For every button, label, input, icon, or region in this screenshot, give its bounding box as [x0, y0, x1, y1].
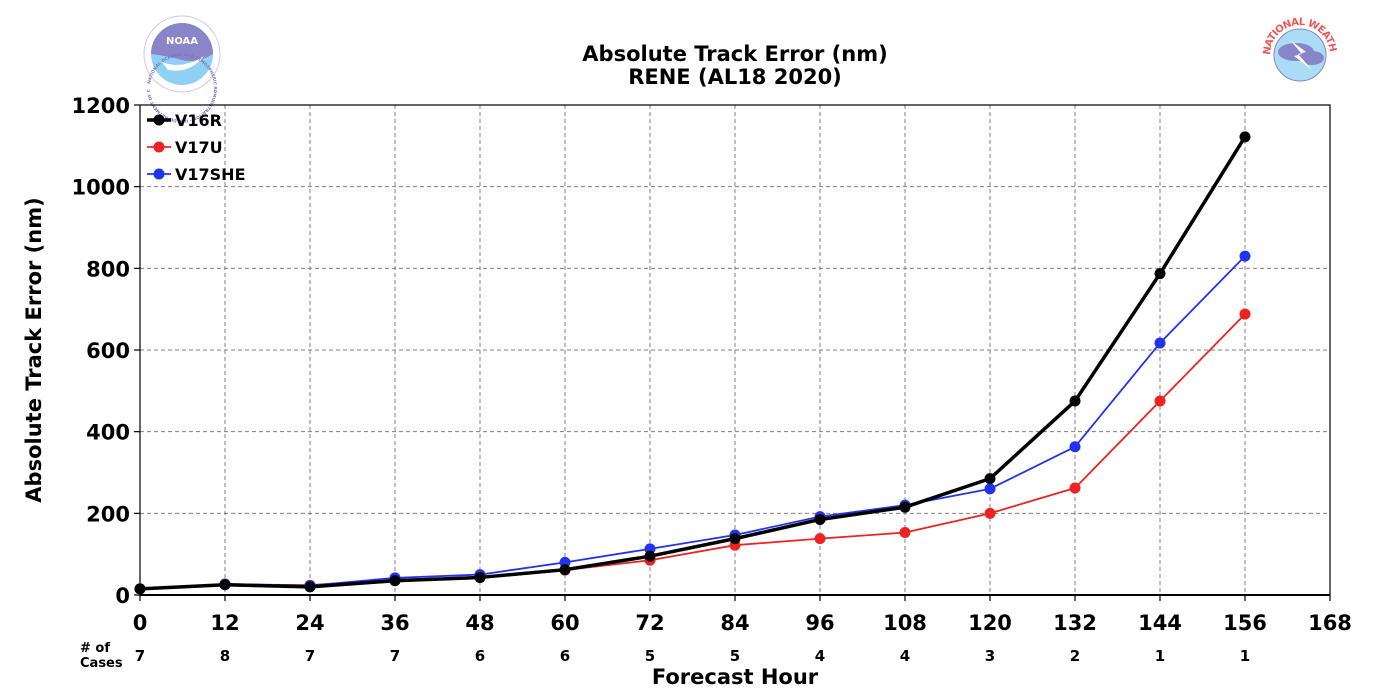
legend-marker-v17she — [153, 168, 165, 180]
x-tick-label: 72 — [635, 611, 664, 635]
x-tick-label: 132 — [1053, 611, 1097, 635]
chart-subtitle: RENE (AL18 2020) — [628, 65, 842, 89]
data-point-v16r — [729, 533, 741, 545]
x-tick-label: 96 — [805, 611, 834, 635]
data-point-v17u — [899, 527, 911, 539]
x-tick-label: 108 — [883, 611, 927, 635]
data-point-v16r — [134, 583, 146, 595]
cases-count: 4 — [900, 647, 910, 665]
y-tick-label: 800 — [86, 257, 130, 281]
cases-header: Cases — [80, 656, 123, 671]
y-tick-labels: 0 200 400 600 800 1000 1200 — [72, 94, 140, 608]
legend: V16R V17U V17SHE — [147, 111, 246, 184]
data-point-v17u — [984, 507, 996, 519]
data-point-v17she — [1239, 250, 1251, 262]
y-tick-label: 400 — [86, 421, 130, 445]
data-point-v17she — [1154, 337, 1166, 349]
cases-count: 5 — [645, 647, 655, 665]
x-tick-label: 12 — [210, 611, 239, 635]
data-point-v17she — [984, 483, 996, 495]
series-line-v17she — [139, 255, 1246, 590]
x-tick-label: 120 — [968, 611, 1012, 635]
cases-count: 5 — [730, 647, 740, 665]
x-tick-label: 36 — [380, 611, 409, 635]
cases-count: 1 — [1155, 647, 1165, 665]
data-point-v16r — [814, 513, 826, 525]
data-point-v16r — [1154, 268, 1166, 280]
y-tick-label: 200 — [86, 502, 130, 526]
data-point-v16r — [389, 575, 401, 587]
data-point-v17u — [814, 533, 826, 545]
legend-marker-v16r — [153, 114, 165, 126]
data-point-v16r — [219, 579, 231, 591]
cases-count: 6 — [475, 647, 485, 665]
cases-count: 3 — [985, 647, 995, 665]
series-line-v16r — [139, 135, 1247, 591]
cases-count: 2 — [1070, 647, 1080, 665]
data-point-v16r — [1069, 395, 1081, 407]
y-tick-label: 0 — [115, 584, 130, 608]
data-point-v16r — [644, 550, 656, 562]
y-tick-label: 600 — [86, 339, 130, 363]
data-point-v16r — [559, 564, 571, 576]
data-point-v17u — [1239, 308, 1251, 320]
noaa-logo-text: NOAA — [166, 36, 198, 47]
data-point-v16r — [899, 501, 911, 513]
x-tick-label: 60 — [550, 611, 579, 635]
y-axis-label: Absolute Track Error (nm) — [22, 197, 46, 502]
data-point-v17u — [1154, 395, 1166, 407]
data-point-v17u — [1069, 482, 1081, 494]
cases-header: # of — [80, 641, 110, 656]
cases-count: 8 — [220, 647, 230, 665]
x-tick-label: 144 — [1138, 611, 1182, 635]
legend-marker-v17u — [153, 141, 165, 153]
data-point-v16r — [304, 581, 316, 593]
x-tick-label: 0 — [133, 611, 148, 635]
y-tick-label: 1000 — [72, 176, 130, 200]
cases-count: 6 — [560, 647, 570, 665]
x-tick-label: 156 — [1223, 611, 1267, 635]
x-tick-label: 168 — [1308, 611, 1352, 635]
x-tick-label: 24 — [295, 611, 324, 635]
cases-count: 4 — [815, 647, 825, 665]
x-axis-label: Forecast Hour — [652, 665, 819, 689]
cases-count: 1 — [1240, 647, 1250, 665]
legend-label-v17she: V17SHE — [175, 165, 246, 184]
y-tick-label: 1200 — [72, 94, 130, 118]
cases-count: 7 — [135, 647, 145, 665]
legend-label-v17u: V17U — [175, 138, 223, 157]
data-point-v17she — [1069, 441, 1081, 453]
grid-lines — [140, 105, 1330, 595]
x-tick-label: 48 — [465, 611, 494, 635]
x-tick-label: 84 — [720, 611, 749, 635]
data-point-v16r — [1239, 131, 1251, 143]
x-tick-labels: 0 12 24 36 48 60 72 84 96 108 120 132 144 156 168 — [133, 595, 1352, 635]
legend-label-v16r: V16R — [175, 111, 222, 130]
data-point-v16r — [474, 571, 486, 583]
cases-count: 7 — [390, 647, 400, 665]
series-group — [134, 131, 1251, 595]
data-point-v16r — [984, 473, 996, 485]
chart-title: Absolute Track Error (nm) — [582, 42, 887, 66]
cases-count: 7 — [305, 647, 315, 665]
